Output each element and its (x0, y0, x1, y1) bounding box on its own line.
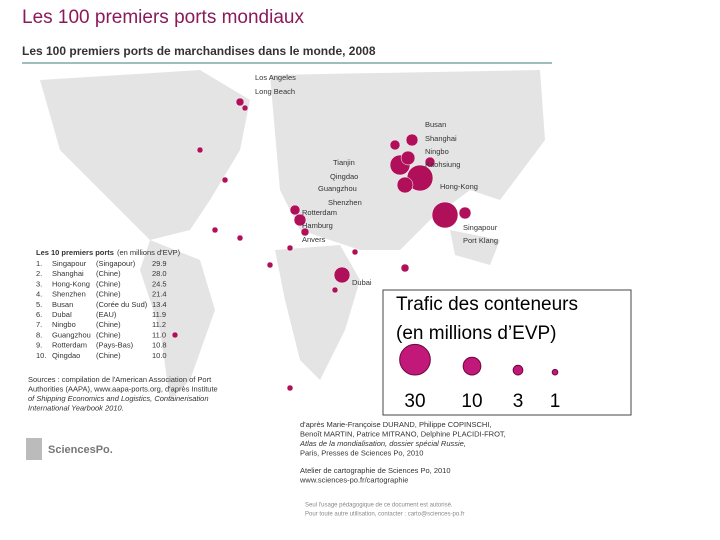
table-cell: (Chine) (96, 279, 121, 288)
table-cell: 10.8 (152, 341, 167, 350)
credit-line: d'après Marie-Françoise DURAND, Philippe… (300, 420, 492, 429)
table-cell: 1. (36, 259, 42, 268)
table-cell: (Chine) (96, 269, 121, 278)
table-cell: (EAU) (96, 310, 117, 319)
port-label: Guangzhou (318, 184, 357, 193)
table-cell: 11.0 (152, 330, 166, 339)
table-cell: Qingdao (52, 351, 80, 360)
port-labels: Los Angeles Long Beach Busan Shanghai Ningbo… (255, 73, 498, 287)
table-cell: 7. (36, 320, 42, 329)
port-label: Hamburg (302, 221, 333, 230)
table-cell: 11.9 (152, 310, 166, 319)
table-cell: 29.9 (152, 259, 167, 268)
table-cell: 5. (36, 300, 42, 309)
port-label: Rotterdam (302, 208, 337, 217)
source-line: of Shipping Economics and Logistics, Con… (28, 394, 209, 403)
port-label: Tianjin (333, 158, 355, 167)
table-cell: 11.2 (152, 320, 166, 329)
credit-line: Benoît MARTIN, Patrice MITRANO, Delphine… (300, 429, 506, 438)
table-cell: Hong-Kong (52, 279, 90, 288)
fine-print: Pour toute autre utilisation, contacter … (305, 512, 465, 518)
table-cell: Rotterdam (52, 341, 87, 350)
table-cell: (Pays-Bas) (96, 341, 134, 350)
port-label: Singapour (463, 223, 498, 232)
table-cell: Singapour (52, 259, 87, 268)
legend-title: Trafic des conteneurs (396, 294, 578, 315)
legend-circle (512, 364, 524, 376)
slide-title: Les 100 premiers ports mondiaux (22, 7, 304, 28)
source-line: Authorities (AAPA), www.aapa-ports.org, … (28, 384, 218, 393)
table-cell: Ningbo (52, 320, 76, 329)
credit-line: Atlas de la mondialisation, dossier spéc… (299, 439, 466, 448)
table-cell: 6. (36, 310, 42, 319)
table-cell: 28.0 (152, 269, 167, 278)
table-cell: Shenzhen (52, 290, 86, 299)
table-cell: (Singapour) (96, 259, 136, 268)
port-label: Ningbo (425, 147, 449, 156)
table-cell: 24.5 (152, 279, 167, 288)
logo-mark (26, 438, 42, 460)
legend-circle (462, 356, 482, 376)
table-cell: Shanghai (52, 269, 84, 278)
legend-label: 30 (404, 391, 425, 412)
top10-table: 1. Singapour (Singapour) 29.9 2. Shanghai (Chi… (36, 259, 167, 360)
credits: d'après Marie-Françoise DURAND, Philippe… (299, 420, 506, 518)
port-label: Port Klang (463, 236, 498, 245)
table-cell: 21.4 (152, 290, 167, 299)
legend-label: 10 (461, 391, 482, 412)
table-cell: 10. (36, 351, 46, 360)
legend-label: 3 (513, 391, 524, 412)
port-label: Shenzhen (328, 198, 362, 207)
table-cell: (Corée du Sud) (96, 300, 148, 309)
port-label: Los Angeles (255, 73, 296, 82)
credit-line: www.sciences-po.fr/cartographie (299, 475, 408, 484)
legend-label: 1 (550, 391, 561, 412)
source-line: Sources : compilation de l'American Asso… (28, 375, 212, 384)
port-label: Anvers (302, 235, 326, 244)
port-label: Kaohsiung (425, 160, 460, 169)
top10-title: Les 10 premiers ports (36, 248, 114, 257)
legend-items: 30 10 3 1 (399, 343, 561, 412)
port-label: Shanghai (425, 134, 457, 143)
table-cell: Guangzhou (52, 330, 91, 339)
legend-title: (en millions d’EVP) (396, 323, 557, 344)
port-label: Hong-Kong (440, 182, 478, 191)
table-cell: 3. (36, 279, 42, 288)
port-label: Long Beach (255, 87, 295, 96)
table-cell: 9. (36, 341, 42, 350)
credit-line: Paris, Presses de Sciences Po, 2010 (300, 448, 423, 457)
port-label: Busan (425, 120, 446, 129)
credit-line: Atelier de cartographie de Sciences Po, … (300, 466, 451, 475)
table-cell: 4. (36, 290, 42, 299)
sources: Sources : compilation de l'American Asso… (28, 375, 218, 413)
top10-unit: (en millions d'EVP) (117, 248, 181, 257)
table-cell: (Chine) (96, 290, 121, 299)
table-cell: 2. (36, 269, 42, 278)
map-title: Les 100 premiers ports de marchandises d… (22, 44, 376, 58)
legend-circle (551, 368, 559, 376)
table-cell: Busan (52, 300, 73, 309)
fine-print: Seul l'usage pédagogique de ce document … (305, 503, 453, 509)
port-dots (171, 97, 525, 392)
table-cell: 10.0 (152, 351, 167, 360)
table-cell: (Chine) (96, 330, 121, 339)
table-cell: 8. (36, 330, 42, 339)
logo-text: SciencesPo. (48, 444, 113, 456)
port-label: Dubai (352, 278, 372, 287)
table-cell: Dubaï (52, 310, 73, 319)
port-label: Qingdao (330, 172, 358, 181)
table-cell: 13.4 (152, 300, 167, 309)
source-line: International Yearbook 2010. (28, 403, 124, 412)
top10-heading: Les 10 premiers ports (en millions d'EVP) (36, 248, 181, 257)
table-cell: (Chine) (96, 320, 121, 329)
table-cell: (Chine) (96, 351, 121, 360)
legend-circle (399, 343, 431, 376)
